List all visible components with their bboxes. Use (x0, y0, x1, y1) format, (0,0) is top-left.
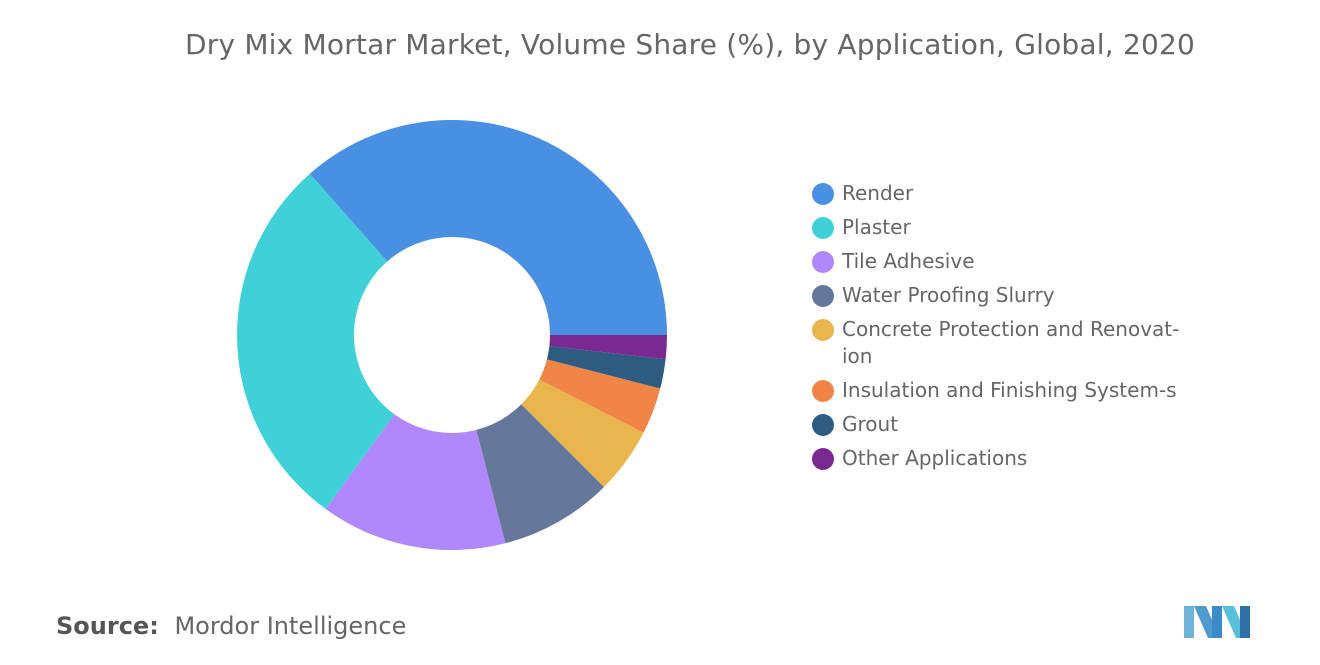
legend-item-grout: Grout (812, 411, 1212, 438)
legend-label: Tile Adhesive (842, 249, 975, 273)
legend-item-water-proofing-slurry: Water Proofing Slurry (812, 282, 1212, 309)
slice-other-applications (549, 335, 667, 360)
legend-item-tile-adhesive: Tile Adhesive (812, 248, 1212, 275)
legend-item-concrete-protection: Concrete Protection and Renovat-ion (812, 316, 1212, 370)
legend-label: Water Proofing Slurry (842, 283, 1055, 307)
mordor-intelligence-logo-icon (1184, 606, 1250, 638)
legend-label: Grout (842, 412, 899, 436)
legend-label: Concrete Protection and Renovat-ion (842, 317, 1180, 368)
legend-swatch (812, 285, 834, 307)
legend-label: Plaster (842, 215, 911, 239)
legend-swatch (812, 380, 834, 402)
slice-insulation-and-finishing-system-s (539, 359, 661, 433)
slice-water-proofing-slurry (476, 404, 605, 544)
legend-swatch (812, 448, 834, 470)
legend-item-insulation-finishing: Insulation and Finishing System-s (812, 377, 1212, 404)
slice-render (309, 120, 667, 335)
chart-legend: Render Plaster Tile Adhesive Water Proof… (812, 180, 1212, 479)
legend-swatch (812, 183, 834, 205)
source-note: Source: Mordor Intelligence (56, 612, 406, 640)
legend-label: Other Applications (842, 446, 1028, 470)
legend-label: Insulation and Finishing System-s (842, 378, 1177, 402)
legend-item-other-applications: Other Applications (812, 445, 1212, 472)
source-label: Source: (56, 612, 159, 640)
slice-tile-adhesive (325, 414, 506, 550)
legend-swatch (812, 251, 834, 273)
legend-swatch (812, 217, 834, 239)
chart-title: Dry Mix Mortar Market, Volume Share (%),… (184, 28, 1195, 61)
legend-item-plaster: Plaster (812, 214, 1212, 241)
legend-label: Render (842, 181, 914, 205)
legend-swatch (812, 319, 834, 341)
legend-swatch (812, 414, 834, 436)
legend-item-render: Render (812, 180, 1212, 207)
slice-concrete-protection-and-renovat-ion (521, 379, 644, 488)
source-text: Mordor Intelligence (174, 612, 407, 640)
slice-grout (546, 346, 666, 389)
slice-plaster (236, 173, 395, 509)
